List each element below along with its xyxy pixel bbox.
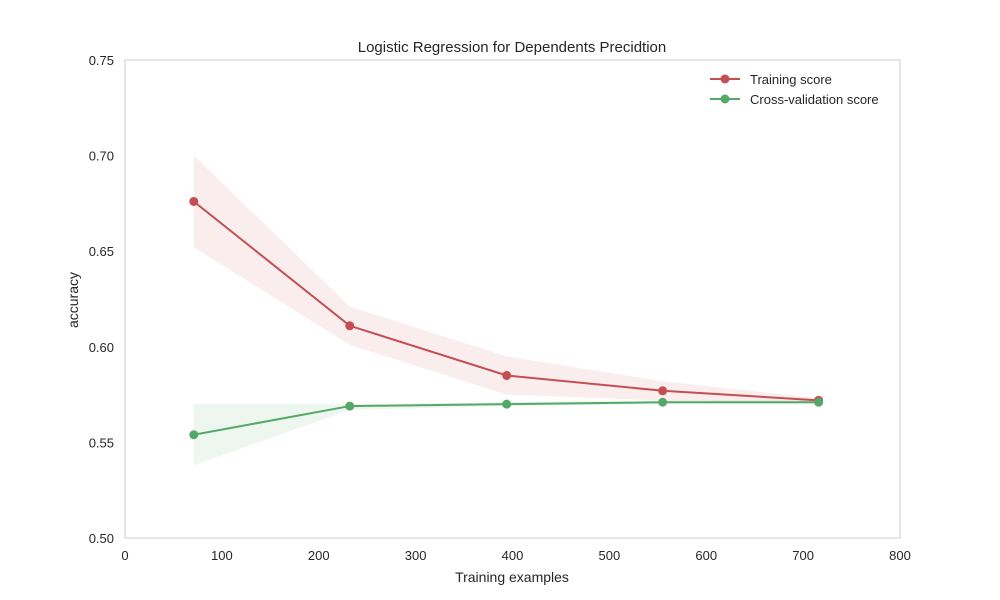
x-tick-label: 600: [695, 548, 717, 563]
y-axis-label: accuracy: [65, 272, 81, 328]
x-tick-label: 200: [308, 548, 330, 563]
legend-cross-validation-score-label: Cross-validation score: [750, 92, 879, 107]
cross-validation-score-point: [345, 401, 355, 411]
legend: Training score Cross-validation score: [710, 72, 879, 107]
x-tick-label: 700: [792, 548, 814, 563]
cross-validation-score-point: [189, 430, 199, 440]
plot-area: [124, 59, 901, 539]
y-tick-label: 0.65: [89, 244, 114, 259]
x-tick-label: 0: [121, 548, 128, 563]
x-tick-label: 100: [211, 548, 233, 563]
series-points: [189, 196, 824, 440]
chart-title: Logistic Regression for Dependents Preci…: [358, 39, 667, 56]
x-axis-label: Training examples: [455, 569, 569, 585]
legend-training-score-swatch-marker: [720, 74, 730, 84]
x-tick-label: 400: [502, 548, 524, 563]
training-score-point: [345, 321, 355, 331]
y-tick-label: 0.70: [89, 149, 114, 164]
y-tick-label: 0.50: [89, 531, 114, 546]
cross-validation-score-band: [193, 400, 819, 466]
y-tick-label: 0.60: [89, 340, 114, 355]
cross-validation-score-point: [814, 397, 824, 407]
legend-training-score-label: Training score: [750, 72, 832, 87]
training-score-point: [189, 196, 199, 206]
y-tick-label: 0.75: [89, 53, 114, 68]
x-tick-label: 800: [889, 548, 911, 563]
y-axis-ticks: 0.50 0.55 0.60 0.65 0.70 0.75: [89, 53, 114, 546]
legend-cross-validation-score-swatch-marker: [720, 94, 730, 104]
cross-validation-score-point: [658, 397, 668, 407]
x-axis-ticks: 0 100 200 300 400 500 600 700 800: [121, 548, 910, 563]
cross-validation-score-point: [502, 399, 512, 409]
training-score-band: [193, 155, 819, 403]
y-tick-label: 0.55: [89, 435, 114, 450]
confidence-bands: [193, 155, 819, 466]
x-tick-label: 500: [599, 548, 621, 563]
training-score-point: [658, 386, 668, 396]
x-tick-label: 300: [405, 548, 427, 563]
training-score-point: [502, 370, 512, 380]
